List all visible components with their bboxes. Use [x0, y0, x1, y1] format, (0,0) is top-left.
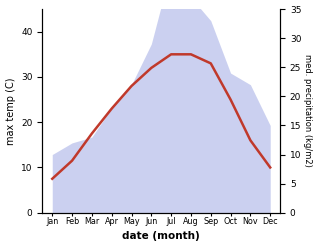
X-axis label: date (month): date (month) [122, 231, 200, 242]
Y-axis label: max temp (C): max temp (C) [5, 77, 16, 145]
Y-axis label: med. precipitation (kg/m2): med. precipitation (kg/m2) [303, 54, 313, 167]
